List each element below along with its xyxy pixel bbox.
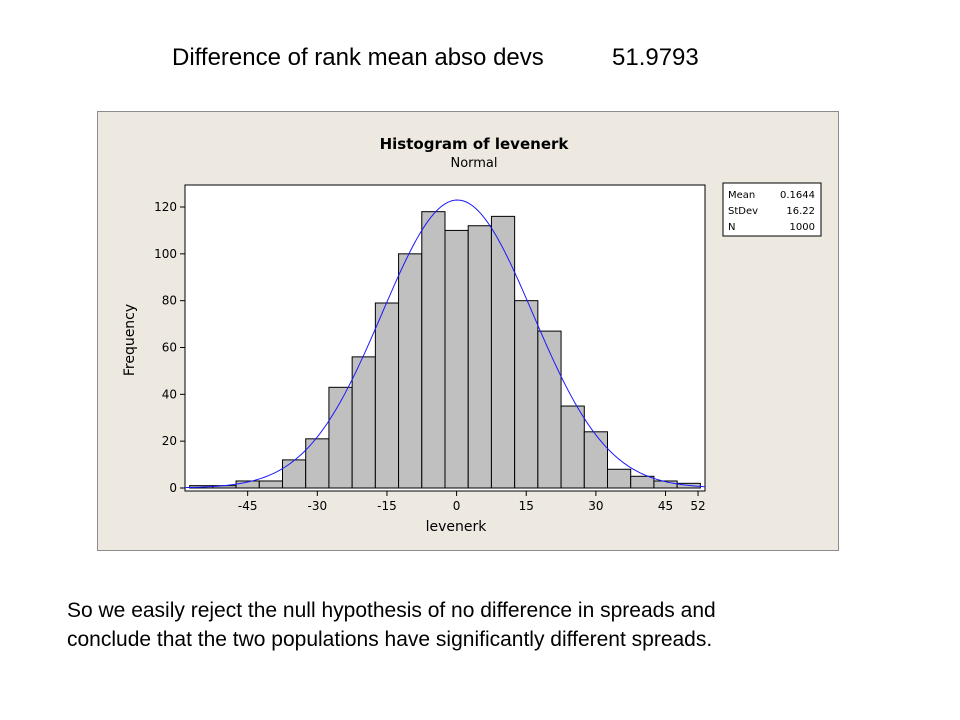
histogram-bar [351, 356, 376, 489]
x-tick-label: -15 [377, 499, 397, 513]
histogram-bar [537, 330, 562, 489]
chart-subtitle: Normal [450, 156, 497, 171]
conclusion-text: So we easily reject the null hypothesis … [67, 596, 947, 654]
normal-fit-curve [184, 199, 706, 489]
x-tick-label: -45 [238, 499, 258, 513]
histogram-bar [560, 405, 585, 489]
stat-label: N [728, 222, 735, 233]
x-tick-label: 45 [658, 499, 673, 513]
y-tick-label: 120 [154, 200, 177, 214]
chart-title: Histogram of levenerk [380, 135, 570, 153]
x-tick-label: 0 [453, 499, 461, 513]
histogram-bar [374, 302, 400, 489]
x-tick-label: 52 [690, 499, 705, 513]
histogram-panel: Histogram of levenerk Normal 0 20 40 60 80 10… [97, 111, 839, 551]
y-tick-label: 80 [162, 294, 177, 308]
x-axis-label: levenerk [426, 519, 488, 535]
headline-value: 51.9793 [612, 44, 699, 71]
histogram-bar [282, 459, 307, 489]
histogram-bar [258, 480, 284, 489]
y-tick-label: 0 [169, 481, 177, 495]
histogram-bar [607, 468, 632, 489]
y-axis-label: Frequency [122, 304, 138, 376]
stat-value: 16.22 [786, 206, 815, 217]
conclusion-line-2: conclude that the two populations have s… [67, 628, 713, 651]
y-tick-label: 100 [154, 247, 177, 261]
y-tick-label: 20 [162, 434, 177, 448]
histogram-bar [444, 229, 469, 489]
histogram-chart: Histogram of levenerk Normal 0 20 40 60 80 10… [122, 135, 822, 535]
headline-label: Difference of rank mean abso devs [172, 44, 544, 71]
histogram-bar [421, 211, 446, 489]
headline: Difference of rank mean abso devs 51.979… [172, 44, 699, 72]
stat-value: 0.1644 [780, 190, 815, 201]
x-tick-label: 15 [519, 499, 534, 513]
y-tick-label: 40 [162, 387, 177, 401]
histogram-bar [630, 475, 655, 489]
stat-label: StDev [728, 206, 758, 217]
histogram-bar [514, 300, 539, 489]
stat-label: Mean [728, 190, 755, 201]
x-tick-label: -30 [308, 499, 328, 513]
histogram-bar [583, 431, 608, 489]
x-tick-label: 30 [588, 499, 603, 513]
histogram-bar [490, 215, 516, 489]
conclusion-line-1: So we easily reject the null hypothesis … [67, 599, 716, 622]
histogram-bar [467, 225, 492, 489]
stat-value: 1000 [790, 222, 815, 233]
histogram-bar [398, 253, 423, 489]
stats-legend: Mean 0.1644 StDev 16.22 N 1000 [722, 182, 822, 237]
y-tick-label: 60 [162, 341, 177, 355]
stats-box [722, 182, 822, 237]
